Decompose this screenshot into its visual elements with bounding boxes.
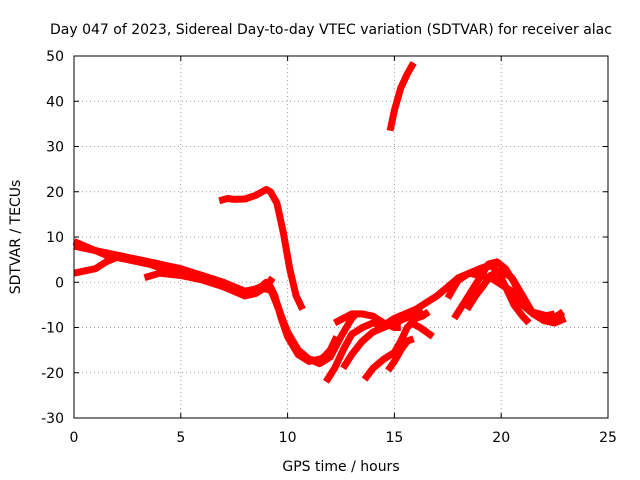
y-tick-label: 0 (55, 275, 64, 291)
data-line-arc-16 (451, 258, 566, 321)
data-line-arc-5 (186, 272, 359, 368)
x-tick-label: 20 (492, 430, 510, 446)
x-tick-label: 5 (176, 430, 185, 446)
y-tick-label: 20 (46, 185, 64, 201)
data-line-arc-6 (218, 186, 306, 311)
data-line-arc-8 (323, 306, 418, 384)
data-line-arc-17 (386, 61, 417, 132)
y-tick-label: -20 (41, 366, 64, 382)
x-tick-label: 10 (279, 430, 297, 446)
y-tick-label: -30 (41, 411, 64, 427)
data-line-arc-11 (385, 335, 415, 373)
x-tick-label: 25 (599, 430, 617, 446)
data-line-arc-10 (361, 308, 431, 382)
x-tick-label: 15 (385, 430, 403, 446)
y-tick-label: 50 (46, 49, 64, 65)
x-tick-label: 0 (70, 430, 79, 446)
data-series (72, 61, 567, 384)
y-tick-label: 30 (46, 140, 64, 156)
chart-title: Day 047 of 2023, Sidereal Day-to-day VTE… (50, 22, 612, 38)
y-tick-label: -10 (41, 321, 64, 337)
data-line-arc-13 (409, 319, 435, 340)
x-axis-label: GPS time / hours (282, 459, 399, 475)
y-axis-label: SDTVAR / TECUs (8, 180, 24, 295)
y-tick-label: 10 (46, 230, 64, 246)
grid-lines (74, 56, 608, 418)
data-line-arc-9 (340, 306, 425, 371)
axis-ticks: 0 5 10 15 20 25 -30 -20 -10 0 10 20 30 40 50 (41, 49, 617, 446)
y-tick-label: 40 (46, 94, 64, 110)
